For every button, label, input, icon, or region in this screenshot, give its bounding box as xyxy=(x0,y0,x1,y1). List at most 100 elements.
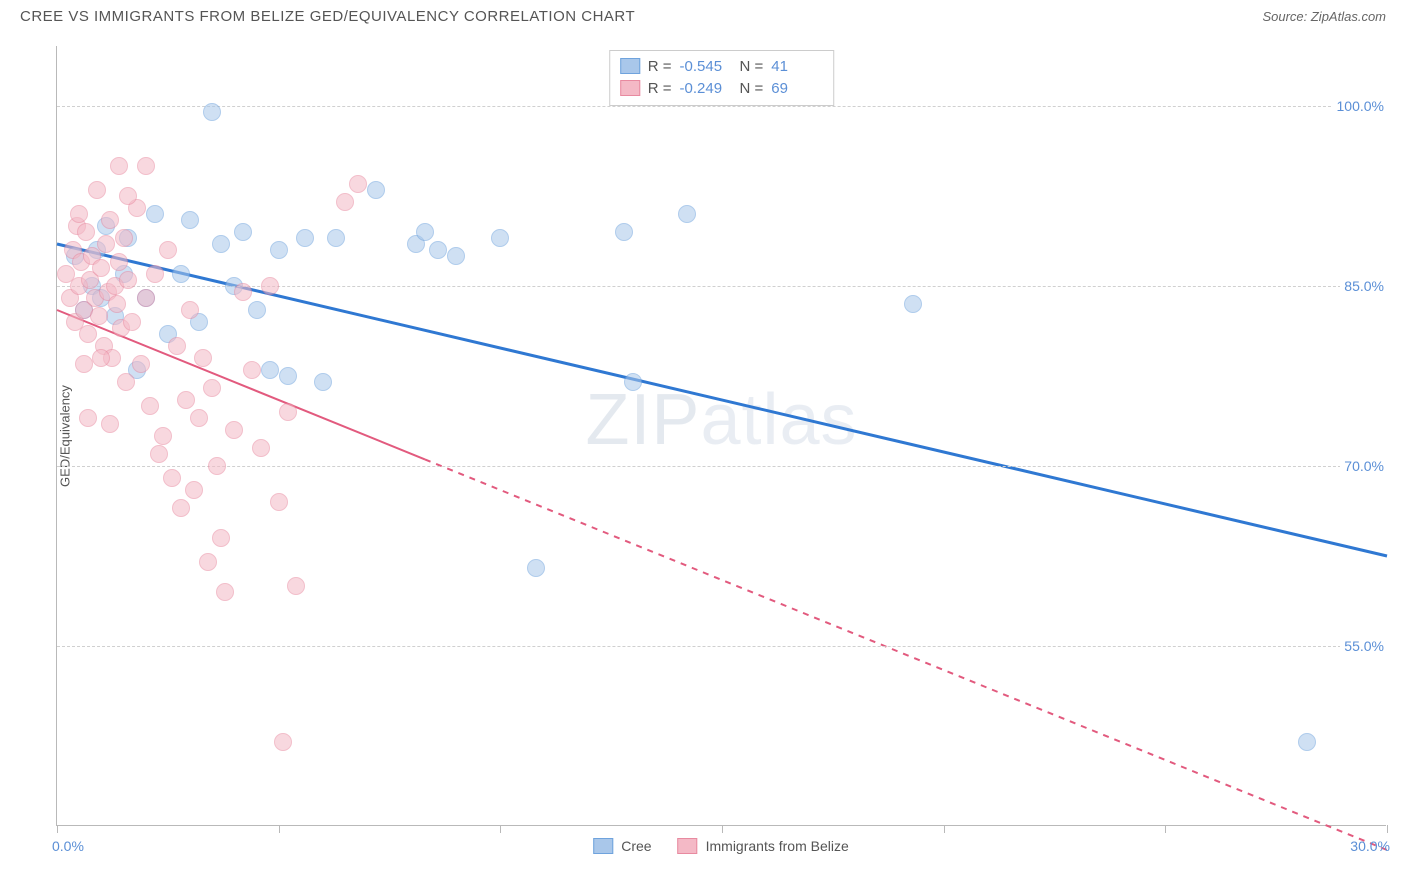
data-point xyxy=(181,211,199,229)
data-point xyxy=(270,241,288,259)
x-max-label: 30.0% xyxy=(1350,838,1390,854)
gridline xyxy=(57,646,1386,647)
data-point xyxy=(97,235,115,253)
data-point xyxy=(367,181,385,199)
data-point xyxy=(101,415,119,433)
x-tick xyxy=(1165,825,1166,833)
data-point xyxy=(216,583,234,601)
data-point xyxy=(92,349,110,367)
x-tick xyxy=(279,825,280,833)
plot-area: ZIPatlas R = -0.545 N = 41 R = -0.249 N … xyxy=(56,46,1386,826)
data-point xyxy=(203,103,221,121)
watermark: ZIPatlas xyxy=(585,379,857,461)
gridline xyxy=(57,466,1386,467)
data-point xyxy=(181,301,199,319)
data-point xyxy=(90,307,108,325)
data-point xyxy=(168,337,186,355)
data-point xyxy=(243,361,261,379)
stats-legend-box: R = -0.545 N = 41 R = -0.249 N = 69 xyxy=(609,50,835,106)
data-point xyxy=(146,205,164,223)
legend-item-cree: Cree xyxy=(593,838,651,854)
data-point xyxy=(234,223,252,241)
stat-r-1: -0.249 xyxy=(680,80,732,97)
data-point xyxy=(159,241,177,259)
x-tick xyxy=(57,825,58,833)
x-tick xyxy=(500,825,501,833)
scatter-chart: GED/Equivalency ZIPatlas R = -0.545 N = … xyxy=(56,46,1386,826)
data-point xyxy=(132,355,150,373)
stat-r-label: R = xyxy=(648,80,672,97)
data-point xyxy=(261,277,279,295)
data-point xyxy=(108,295,126,313)
y-tick-label: 85.0% xyxy=(1340,278,1388,294)
data-point xyxy=(110,253,128,271)
data-point xyxy=(110,157,128,175)
trend-line xyxy=(425,459,1387,850)
data-point xyxy=(252,439,270,457)
data-point xyxy=(678,205,696,223)
chart-title: CREE VS IMMIGRANTS FROM BELIZE GED/EQUIV… xyxy=(20,8,635,25)
data-point xyxy=(491,229,509,247)
swatch-icon xyxy=(593,838,613,854)
data-point xyxy=(172,265,190,283)
data-point xyxy=(279,403,297,421)
data-point xyxy=(141,397,159,415)
data-point xyxy=(203,379,221,397)
swatch-belize xyxy=(620,80,640,96)
data-point xyxy=(163,469,181,487)
data-point xyxy=(119,271,137,289)
data-point xyxy=(190,409,208,427)
data-point xyxy=(75,355,93,373)
data-point xyxy=(172,499,190,517)
swatch-icon xyxy=(678,838,698,854)
data-point xyxy=(279,367,297,385)
data-point xyxy=(154,427,172,445)
data-point xyxy=(199,553,217,571)
legend: Cree Immigrants from Belize xyxy=(593,838,849,854)
data-point xyxy=(624,373,642,391)
data-point xyxy=(115,229,133,247)
stat-n-0: 41 xyxy=(771,58,823,75)
x-tick xyxy=(944,825,945,833)
data-point xyxy=(447,247,465,265)
x-tick xyxy=(722,825,723,833)
watermark-suffix: atlas xyxy=(700,380,857,460)
data-point xyxy=(119,187,137,205)
data-point xyxy=(225,421,243,439)
data-point xyxy=(904,295,922,313)
data-point xyxy=(234,283,252,301)
y-tick-label: 100.0% xyxy=(1333,98,1388,114)
x-min-label: 0.0% xyxy=(52,838,84,854)
data-point xyxy=(274,733,292,751)
data-point xyxy=(77,223,95,241)
data-point xyxy=(615,223,633,241)
data-point xyxy=(208,457,226,475)
gridline xyxy=(57,286,1386,287)
y-tick-label: 55.0% xyxy=(1340,638,1388,654)
data-point xyxy=(123,313,141,331)
data-point xyxy=(296,229,314,247)
data-point xyxy=(212,235,230,253)
watermark-prefix: ZIP xyxy=(585,380,700,460)
stat-n-label: N = xyxy=(740,58,764,75)
trend-lines xyxy=(57,46,1387,826)
gridline xyxy=(57,106,1386,107)
stat-r-label: R = xyxy=(648,58,672,75)
y-tick-label: 70.0% xyxy=(1340,458,1388,474)
data-point xyxy=(261,361,279,379)
stat-r-0: -0.545 xyxy=(680,58,732,75)
data-point xyxy=(185,481,203,499)
data-point xyxy=(327,229,345,247)
legend-label: Immigrants from Belize xyxy=(706,838,849,854)
data-point xyxy=(248,301,266,319)
legend-label: Cree xyxy=(621,838,651,854)
swatch-cree xyxy=(620,58,640,74)
data-point xyxy=(146,265,164,283)
data-point xyxy=(177,391,195,409)
data-point xyxy=(287,577,305,595)
data-point xyxy=(88,181,106,199)
data-point xyxy=(349,175,367,193)
data-point xyxy=(1298,733,1316,751)
stat-n-label: N = xyxy=(740,80,764,97)
source-label: Source: ZipAtlas.com xyxy=(1262,9,1386,24)
